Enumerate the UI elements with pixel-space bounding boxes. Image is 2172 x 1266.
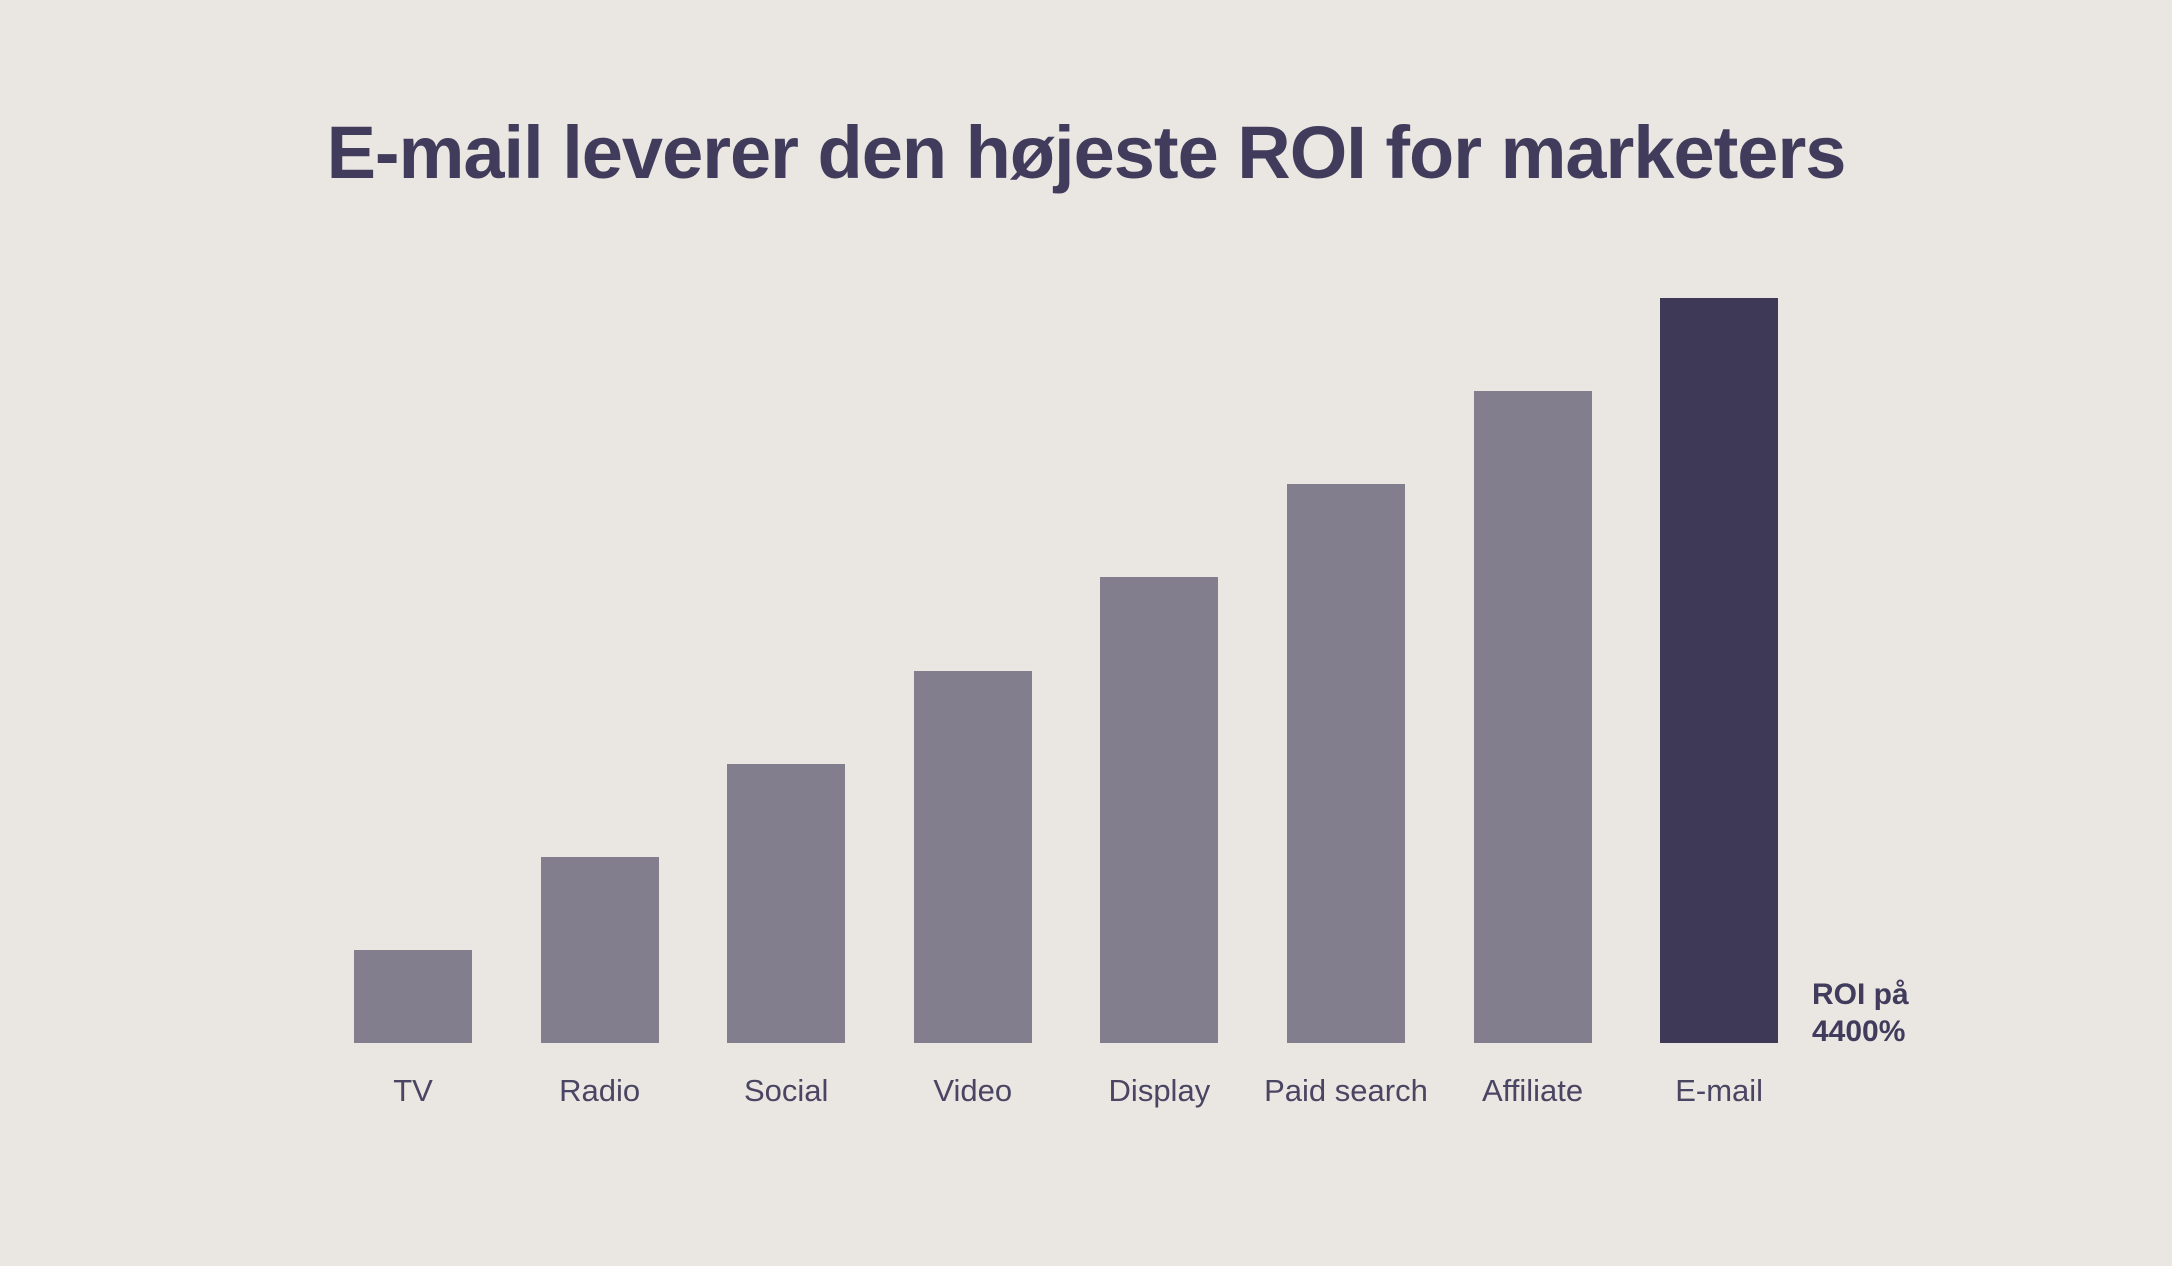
chart-title: E-mail leverer den højeste ROI for marke… <box>326 111 1847 194</box>
x-axis-label: Video <box>933 1073 1013 1108</box>
x-axis-label: Affiliate <box>1482 1073 1584 1108</box>
bar <box>1286 484 1405 1043</box>
bar-group-paid-search: Paid search <box>1264 298 1428 1108</box>
roi-annotation-line2: 4400% <box>1812 1015 1906 1048</box>
roi-annotation: ROI på 4400% <box>1812 976 1909 1050</box>
bar <box>1100 577 1219 1043</box>
bar <box>913 670 1032 1043</box>
bar-group-display: Display <box>1100 298 1219 1108</box>
bar <box>1473 391 1592 1043</box>
bar-chart: TV Radio Social Video Display Paid search Affi… <box>354 298 1779 1108</box>
x-axis-label: E-mail <box>1675 1073 1764 1108</box>
x-axis-label: Radio <box>559 1073 641 1108</box>
bar <box>727 763 846 1043</box>
x-axis-label: TV <box>393 1073 433 1108</box>
bar <box>1660 298 1779 1043</box>
bar-group-e-mail: E-mail <box>1660 298 1779 1108</box>
bar-group-radio: Radio <box>540 298 659 1108</box>
x-axis-label: Paid search <box>1264 1073 1428 1108</box>
bar <box>354 949 472 1043</box>
bar-group-video: Video <box>913 298 1032 1108</box>
bar-group-social: Social <box>727 298 846 1108</box>
bar <box>540 856 659 1043</box>
bar-group-tv: TV <box>354 298 472 1108</box>
roi-annotation-line1: ROI på <box>1812 978 1909 1011</box>
bar-group-affiliate: Affiliate <box>1473 298 1592 1108</box>
x-axis-label: Social <box>743 1073 829 1108</box>
x-axis-label: Display <box>1108 1073 1211 1108</box>
